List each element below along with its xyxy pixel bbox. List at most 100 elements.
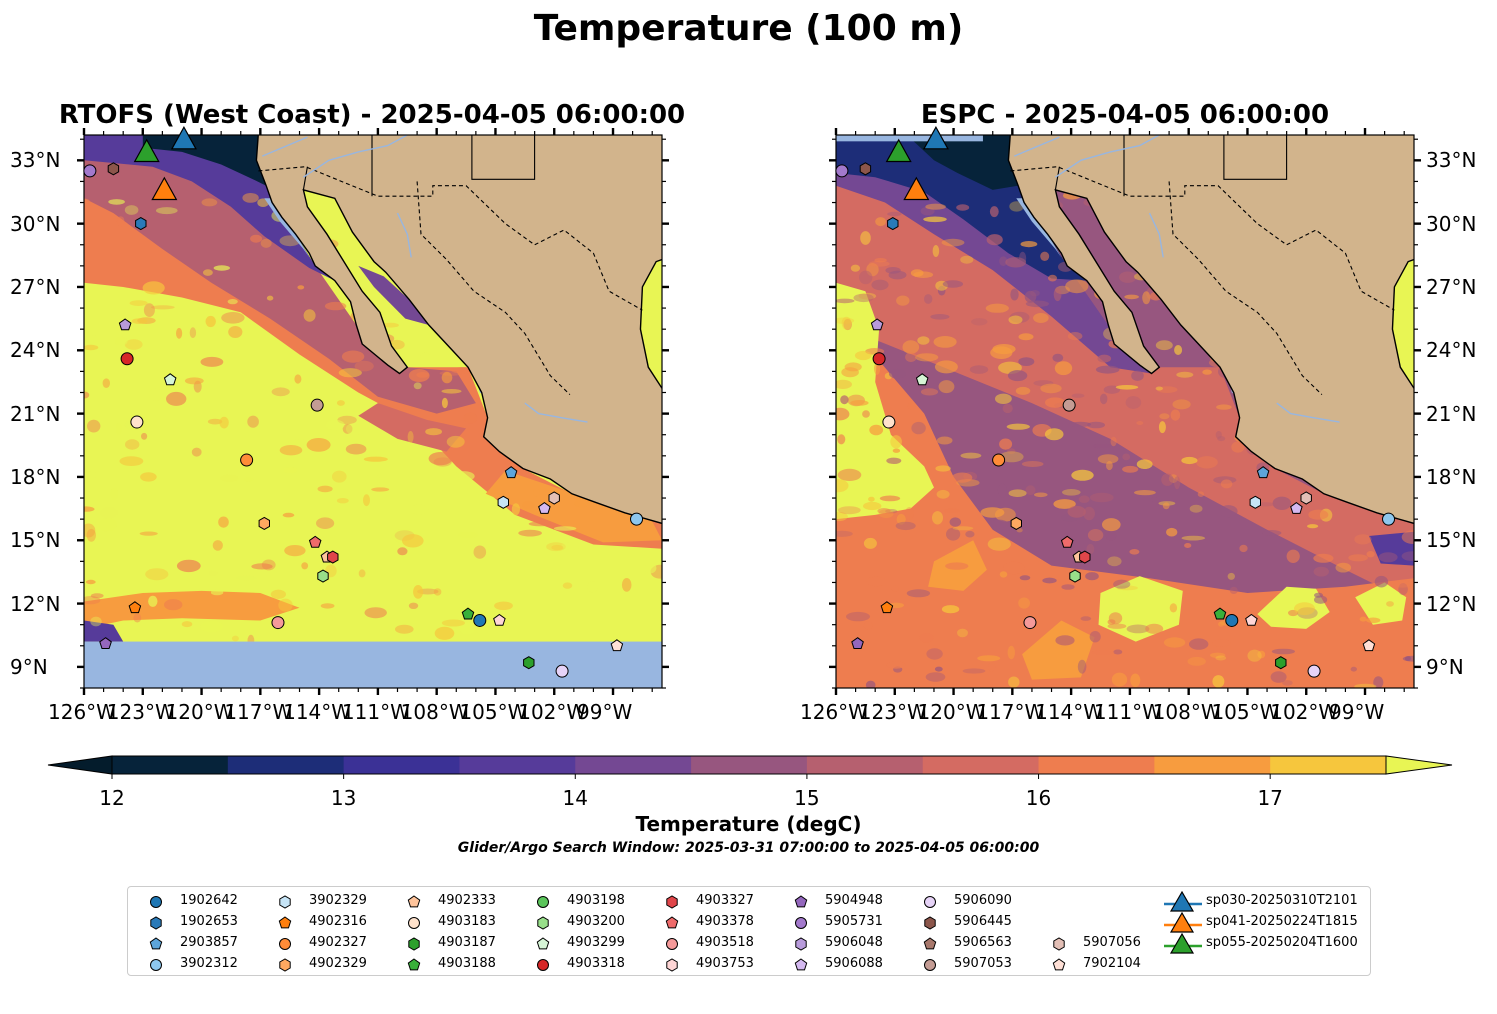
float-marker-5906445[interactable]	[107, 162, 120, 176]
float-marker[interactable]	[271, 616, 285, 630]
float-marker-1902653[interactable]	[135, 217, 147, 231]
map-panel-espc[interactable]	[829, 125, 1421, 695]
texture-blob	[1145, 623, 1164, 634]
legend-item-4903299: 4903299	[523, 933, 648, 953]
float-marker-4903318[interactable]	[120, 352, 134, 366]
texture-blob	[942, 280, 964, 288]
texture-blob	[131, 318, 148, 324]
legend-item-4903378: 4903378	[652, 912, 777, 932]
float-marker-4902327[interactable]	[992, 453, 1006, 467]
texture-blob	[1282, 680, 1293, 686]
float-marker-3902329[interactable]	[1249, 495, 1261, 509]
texture-blob	[1113, 579, 1131, 589]
legend-marker-icon	[150, 896, 162, 908]
legend-marker-icon	[666, 958, 678, 972]
texture-blob	[332, 470, 347, 483]
glider-marker-sp030-20250310T2101[interactable]	[170, 125, 197, 150]
glider-marker-sp030-20250310T2101[interactable]	[922, 125, 949, 150]
float-marker-4903183[interactable]	[130, 415, 144, 429]
legend-label: 5906090	[954, 893, 1012, 908]
float-marker-5905731[interactable]	[835, 164, 849, 178]
colorbar-segment	[227, 756, 345, 774]
lat-label: 24°N	[1426, 338, 1477, 363]
texture-blob	[1212, 675, 1225, 688]
float-marker-5905731[interactable]	[83, 164, 97, 178]
float-marker-4902327[interactable]	[240, 453, 254, 467]
glider-marker-sp055-20250204T1600[interactable]	[885, 138, 912, 163]
float-marker-5906088[interactable]	[538, 501, 551, 514]
texture-blob	[971, 318, 988, 326]
float-marker-4903187[interactable]	[1275, 656, 1287, 670]
float-marker-4902316[interactable]	[880, 601, 894, 614]
texture-blob	[1184, 543, 1192, 548]
float-marker-5907053[interactable]	[1062, 398, 1076, 412]
float-marker-4903188[interactable]	[1213, 607, 1227, 620]
nodata-region	[84, 641, 662, 688]
float-marker-4903318[interactable]	[872, 352, 886, 366]
float-marker-4903200[interactable]	[317, 569, 329, 583]
float-marker[interactable]	[1245, 613, 1258, 626]
float-marker-4903378[interactable]	[1060, 535, 1074, 548]
float-marker-5906088[interactable]	[1290, 501, 1303, 514]
float-marker[interactable]	[118, 318, 132, 331]
texture-blob	[1197, 491, 1205, 498]
float-marker-4903378[interactable]	[308, 535, 322, 548]
lon-label: 126°W	[48, 700, 116, 724]
float-marker-4903299[interactable]	[915, 373, 929, 386]
float-marker-4902316[interactable]	[128, 601, 142, 614]
float-marker-4903200[interactable]	[1069, 569, 1081, 583]
float-marker-5907053[interactable]	[310, 398, 324, 412]
float-marker-5906090[interactable]	[1307, 664, 1321, 678]
float-marker-5906445[interactable]	[859, 162, 872, 176]
float-marker-5904948[interactable]	[851, 637, 864, 649]
float-marker-2903857[interactable]	[504, 466, 518, 479]
float-marker-4903327[interactable]	[327, 550, 339, 564]
float-marker-1902642[interactable]	[473, 613, 487, 627]
float-marker-7902104[interactable]	[610, 639, 624, 652]
float-marker-5906090[interactable]	[555, 664, 569, 678]
map-panel-rtofs[interactable]	[77, 125, 669, 695]
float-marker-4903183[interactable]	[882, 415, 896, 429]
texture-blob	[945, 562, 969, 570]
float-marker-7902104[interactable]	[1362, 639, 1376, 652]
glider-marker-sp041-20250224T1815[interactable]	[903, 176, 930, 201]
float-marker-4903188[interactable]	[461, 607, 475, 620]
float-marker[interactable]	[1023, 616, 1037, 630]
coastline	[1007, 135, 1414, 525]
texture-blob	[863, 501, 882, 511]
float-marker-4903327[interactable]	[1079, 550, 1091, 564]
float-marker[interactable]	[493, 613, 506, 626]
float-marker-5907056[interactable]	[548, 491, 560, 505]
texture-blob	[992, 344, 1016, 355]
texture-blob	[1116, 585, 1138, 591]
glider-marker-sp055-20250204T1600[interactable]	[133, 138, 160, 163]
float-marker-3902329[interactable]	[497, 495, 509, 509]
legend-label: 4903198	[567, 893, 625, 908]
float-marker-1902642[interactable]	[1225, 613, 1239, 627]
float-marker-4902329[interactable]	[258, 516, 270, 530]
texture-blob	[1155, 340, 1173, 351]
float-marker-4903187[interactable]	[523, 656, 535, 670]
texture-blob	[1174, 476, 1181, 490]
legend-label: 4903187	[438, 935, 496, 950]
float-marker-3902312[interactable]	[1382, 512, 1396, 526]
texture-blob	[910, 269, 924, 277]
legend-marker-icon	[408, 917, 420, 929]
float-marker-5907056[interactable]	[1300, 491, 1312, 505]
glider-marker-sp041-20250224T1815[interactable]	[151, 176, 178, 201]
legend-label: 5905731	[825, 914, 883, 929]
float-marker-1902653[interactable]	[887, 217, 899, 231]
texture-blob	[836, 530, 853, 537]
float-marker[interactable]	[870, 318, 884, 331]
float-marker-4902329[interactable]	[1010, 516, 1022, 530]
temperature-band	[84, 590, 300, 629]
legend-item-4903198: 4903198	[523, 891, 648, 911]
coastline-gulf	[639, 258, 662, 389]
texture-blob	[988, 662, 996, 672]
float-marker-3902312[interactable]	[630, 512, 644, 526]
legend-marker-icon	[924, 896, 936, 908]
float-marker-5904948[interactable]	[99, 637, 112, 649]
legend-item-3902312: 3902312	[136, 954, 261, 974]
float-marker-4903299[interactable]	[163, 373, 177, 386]
float-marker-2903857[interactable]	[1256, 466, 1270, 479]
